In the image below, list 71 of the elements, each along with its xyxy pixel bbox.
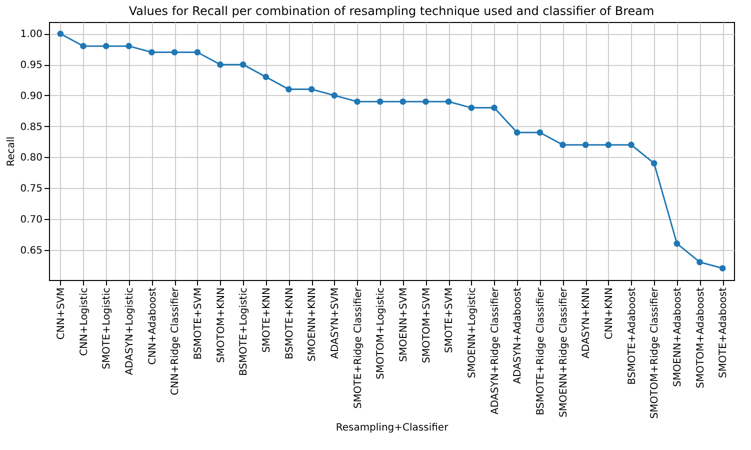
x-tick-label: SMOENN+Adaboost [672, 287, 684, 387]
point [582, 142, 589, 148]
x-tick-label: ADASYN+KNN [581, 288, 592, 359]
point [194, 49, 201, 56]
point [650, 160, 658, 166]
point [240, 61, 246, 68]
point [102, 42, 110, 50]
point [536, 129, 544, 136]
point [354, 98, 360, 105]
point [308, 86, 315, 92]
point [80, 42, 86, 50]
point [262, 74, 270, 80]
point [468, 104, 475, 111]
x-axis-title: Resampling+Classifier [336, 422, 450, 434]
point [445, 98, 452, 105]
x-tick-label: SMOENN+SVM [398, 288, 410, 362]
point [719, 265, 726, 272]
x-tick-label: ADASYN+Ridge Classifier [490, 286, 501, 414]
x-tick-label: ADASYN+Logistic [124, 288, 136, 376]
point [491, 104, 498, 111]
point [57, 30, 64, 37]
y-tick-label: 0.85 [20, 122, 42, 133]
point [696, 258, 703, 266]
x-tick-label: BSMOTE+Ridge Classifier [535, 286, 546, 416]
x-tick-label: SMOTE+Adaboost [718, 287, 730, 378]
x-tick-label: SMOTE+SVM [444, 288, 456, 353]
x-tick-label: ADASYN+SVM [330, 288, 341, 359]
x-tick-label: CNN+KNN [604, 288, 615, 340]
x-tick-label: SMOTOM+Ridge Classifier [650, 286, 661, 419]
point [126, 42, 132, 50]
x-tick-label: SMOTE+Logistic [102, 288, 113, 370]
y-tick-label: 0.75 [20, 184, 42, 195]
y-tick-label: 0.70 [20, 214, 42, 226]
point [514, 129, 520, 136]
x-tick-label: SMOTOM+SVM [421, 288, 432, 364]
x-tick-label: SMOENN+KNN [307, 288, 318, 362]
x-tick-label: BSMOTE+Logistic [238, 288, 250, 376]
point [376, 98, 384, 105]
chart-title: Values for Recall per combination of resampling technique used and classifier of Bream [128, 4, 654, 18]
x-tick-label: CNN+Logistic [78, 288, 90, 356]
point [674, 240, 680, 247]
point [171, 49, 178, 56]
x-tick-label: BSMOTE+Adaboost [626, 287, 638, 385]
point [605, 142, 612, 148]
x-tick-label: ADASYN+Adaboost [512, 287, 524, 384]
y-tick-label: 1.00 [20, 29, 42, 40]
point [422, 98, 429, 105]
point [628, 142, 634, 148]
x-tick-label: CNN+Adaboost [147, 287, 158, 365]
x-tick-label: BSMOTE+KNN [284, 288, 296, 360]
point [217, 61, 224, 68]
point [286, 86, 292, 92]
x-tick-label: SMOTOM+Logistic [376, 288, 387, 380]
y-tick-label: 0.95 [20, 60, 42, 72]
x-tick-label: SMOENN+Logistic [466, 288, 478, 378]
point [148, 49, 155, 56]
x-tick-label: SMOTOM+Adaboost [695, 287, 706, 388]
point [560, 142, 566, 148]
y-tick-label: 0.65 [20, 245, 42, 256]
x-tick-label: SMOTOM+KNN [216, 288, 227, 363]
x-tick-label: CNN+SVM [56, 288, 67, 340]
x-tick-label: BSMOTE+SVM [192, 288, 204, 360]
point [331, 92, 338, 99]
x-tick-label: SMOTE+KNN [261, 288, 272, 353]
x-tick-label: SMOENN+Ridge Classifier [558, 286, 570, 418]
x-tick-label: CNN+Ridge Classifier [170, 286, 182, 396]
y-tick-label: 0.80 [20, 152, 42, 164]
x-tick-label: SMOTE+Ridge Classifier [352, 286, 364, 409]
y-axis-title: Recall [6, 136, 18, 166]
point [400, 98, 406, 105]
y-tick-label: 0.90 [20, 90, 42, 102]
